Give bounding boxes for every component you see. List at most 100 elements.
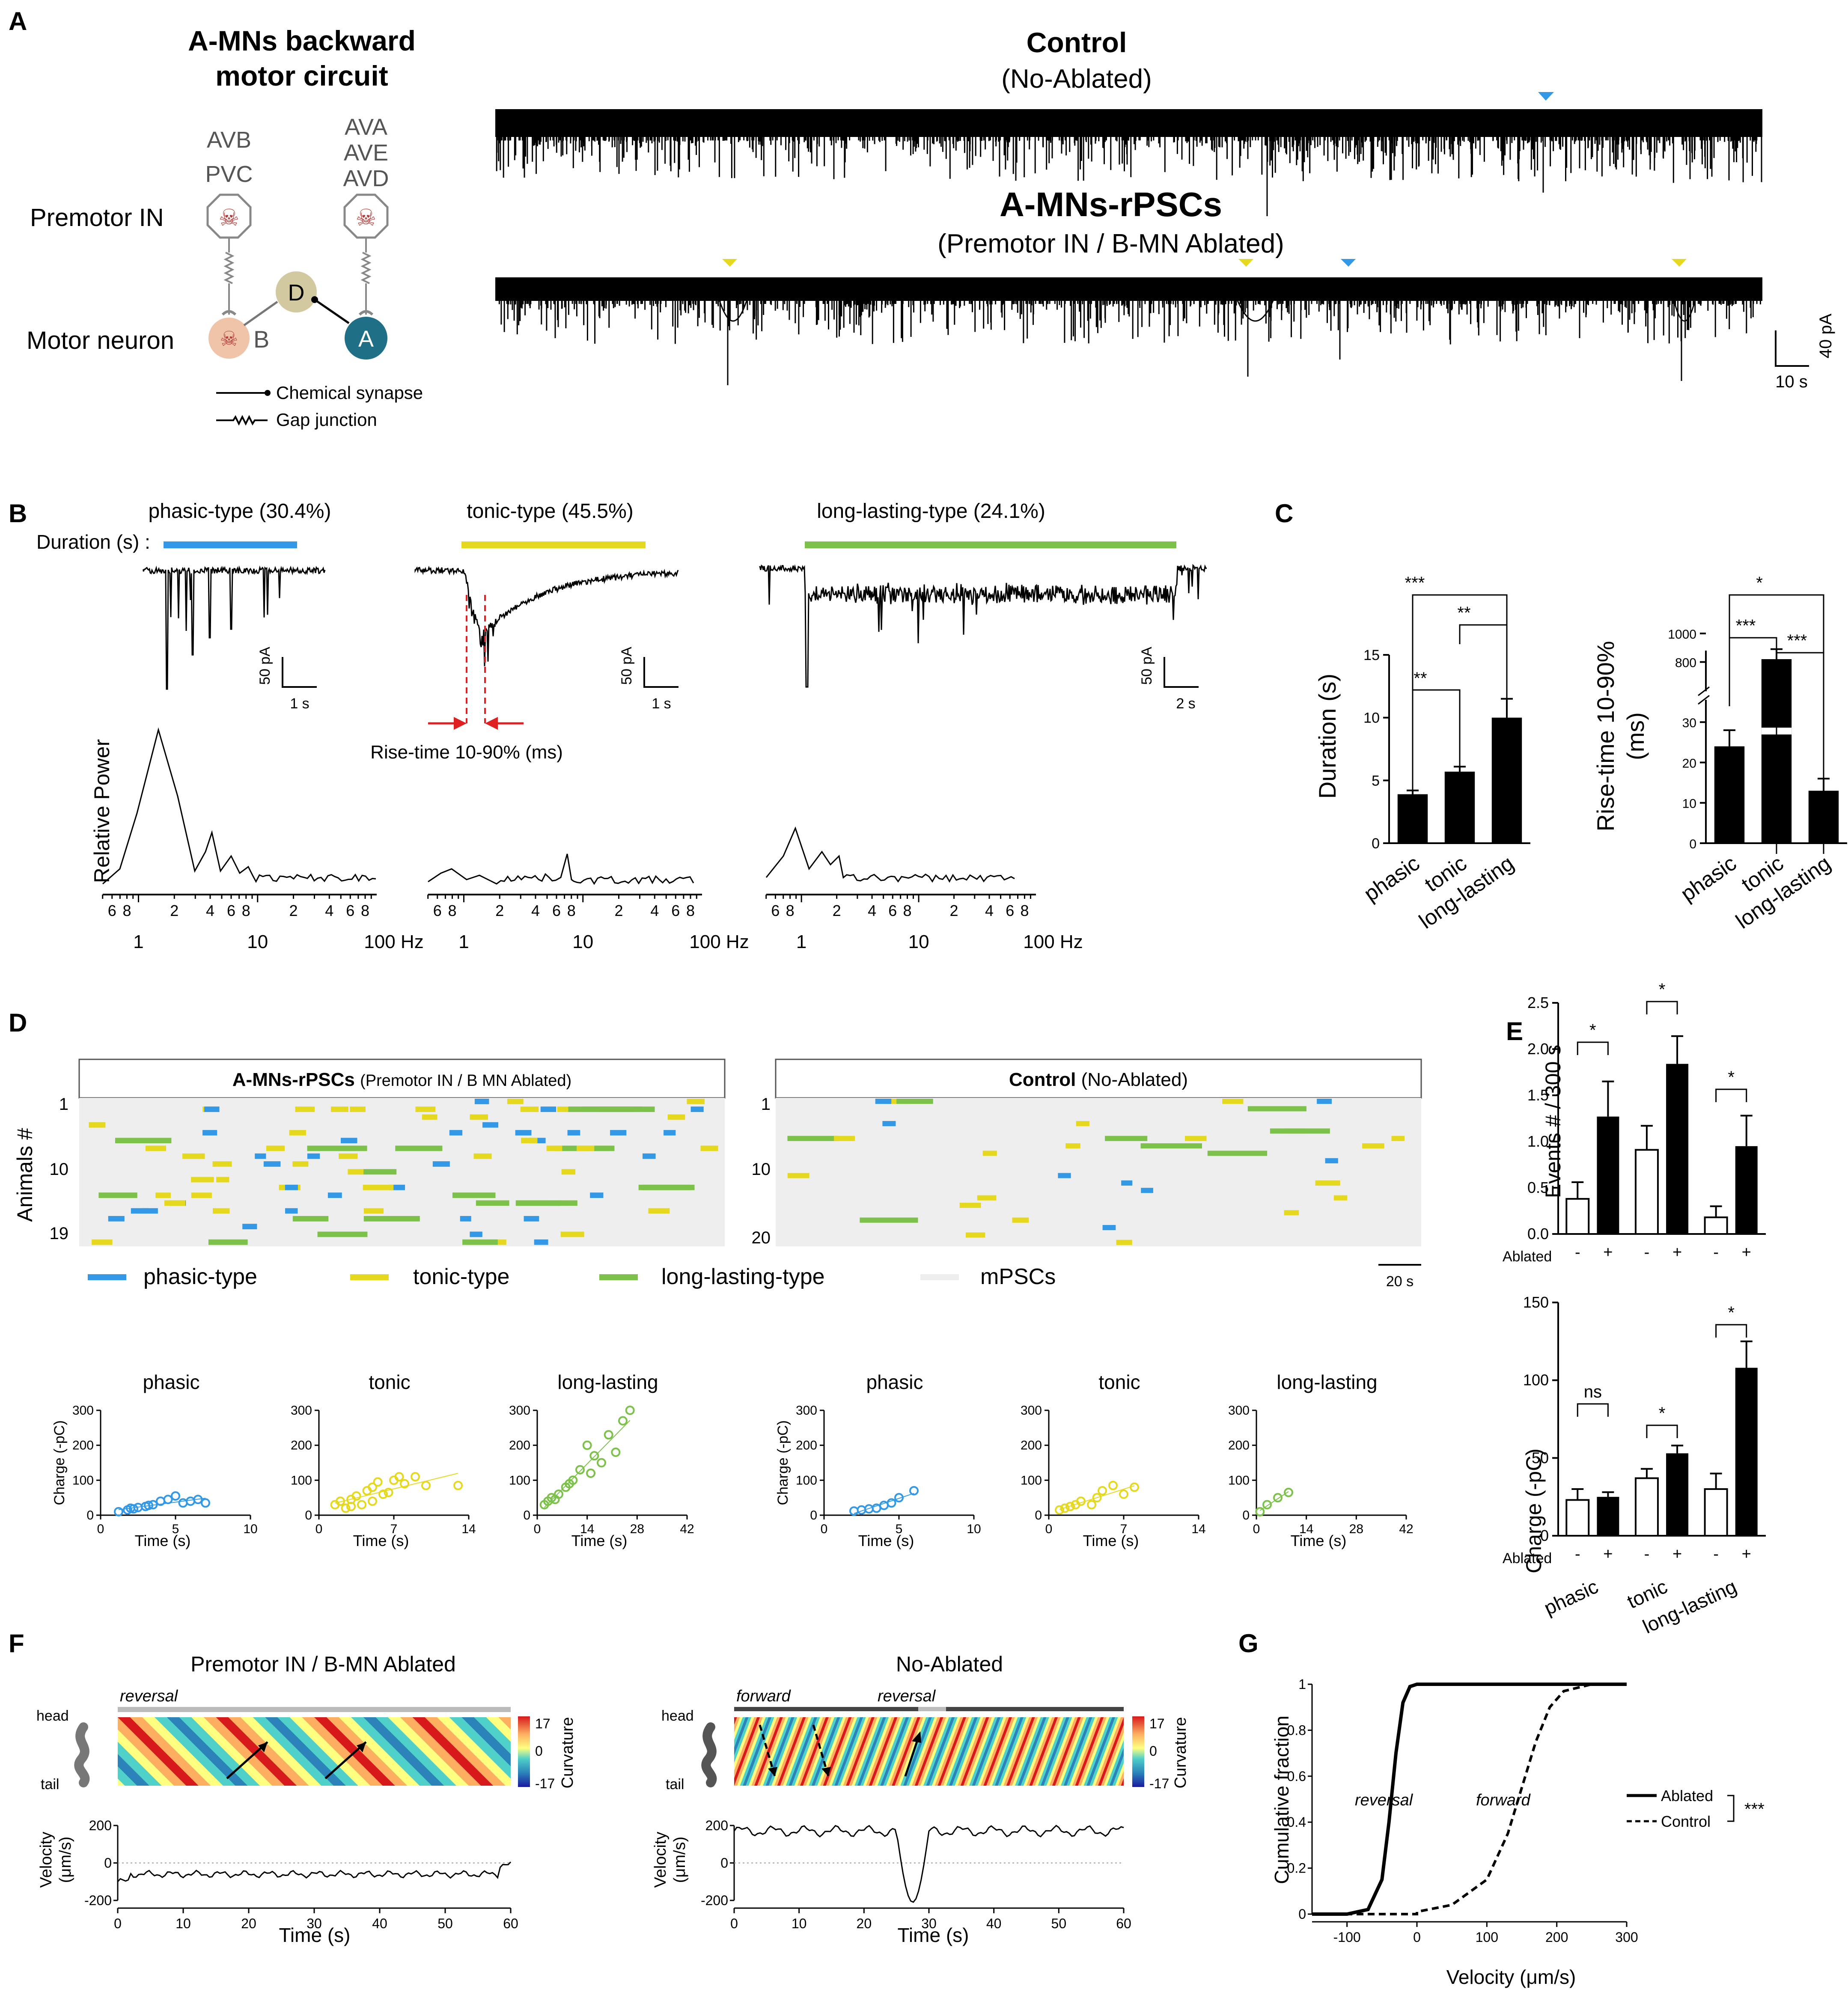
y-tick-label: 100 [1523, 1371, 1549, 1389]
y-tick-label: 5 [1372, 773, 1380, 789]
kymograph-stripe [1107, 1740, 1124, 1786]
control-trace-baseline [495, 109, 1762, 137]
raster-event [959, 1202, 981, 1208]
x-tick-label: 0 [730, 1916, 738, 1931]
head-label: head [661, 1708, 694, 1724]
y-tick-label: 100 [796, 1473, 817, 1487]
panel-f: F Premotor IN / B-MN Ablated No-Ablated … [9, 1629, 1190, 1946]
y-tick-label: 0.4 [1287, 1814, 1306, 1830]
raster-event [242, 1224, 257, 1229]
kymograph-stripe [777, 1717, 806, 1786]
kymograph-stripe [903, 1717, 932, 1786]
kymograph-stripe [937, 1717, 967, 1786]
kymograph-stripe [745, 1717, 775, 1786]
kymograph-stripe [1035, 1717, 1064, 1786]
raster-event [208, 1239, 248, 1245]
kymograph-stripe [437, 1717, 511, 1786]
tail-label: tail [666, 1776, 684, 1793]
x-tick-label: 50 [437, 1916, 453, 1931]
scale-amp: 40 pA [1816, 313, 1835, 358]
kymograph-stripe [843, 1717, 872, 1786]
kymograph-stripe [663, 1717, 692, 1786]
head-label: head [36, 1708, 69, 1724]
y-tick-label: 200 [72, 1439, 94, 1453]
legend-long-lasting: long-lasting-type [661, 1264, 825, 1289]
scatter-point [1098, 1486, 1107, 1495]
raster-event [295, 1106, 315, 1112]
scatter-xlabel: Time (s) [858, 1532, 914, 1549]
ablated-sign: + [1603, 1243, 1613, 1261]
y-tick-label: 0 [1242, 1508, 1250, 1522]
freq-tick-label: 2 [289, 902, 298, 919]
y-tick-label: 800 [1675, 656, 1696, 670]
raster-event [1222, 1099, 1244, 1104]
ablated-label: Ablated [1503, 1249, 1552, 1265]
y-tick-label: 200 [1021, 1439, 1042, 1453]
raster-event [363, 1208, 384, 1214]
freq-tick-label: 6 [346, 902, 354, 919]
kymograph-stripe [840, 1717, 869, 1786]
raster-event [1102, 1225, 1116, 1231]
freq-tick-label: 6 [108, 902, 116, 919]
kymograph-stripe [831, 1717, 861, 1786]
legend-gap: Gap junction [276, 410, 377, 430]
scatter-title: phasic [866, 1371, 923, 1393]
sig-label: ns [1584, 1383, 1602, 1401]
raster-event [255, 1153, 266, 1159]
kymograph-stripe [940, 1717, 970, 1786]
raster-event [1141, 1188, 1153, 1193]
sig-bracket [1715, 1324, 1747, 1338]
scale-amp: 50 pA [257, 647, 273, 685]
kymograph-stripe [1041, 1717, 1070, 1786]
kymograph-stripe [1046, 1717, 1076, 1786]
kymograph-stripe [1112, 1755, 1124, 1786]
neuron-avb: AVB [207, 127, 251, 153]
kymograph-stripe [786, 1717, 815, 1786]
kymograph-stripe [826, 1717, 855, 1786]
raster-event [339, 1153, 358, 1159]
kymograph-stripe [771, 1717, 801, 1786]
bar [1565, 1499, 1590, 1537]
duration-bar-tonic [461, 541, 646, 548]
y-tick-label: 0.5 [1527, 1179, 1549, 1196]
bar [1666, 1064, 1689, 1234]
y-tick-label: 0 [1540, 1527, 1549, 1544]
x-tick-label: 5 [172, 1522, 179, 1536]
kymograph-stripe [1080, 1717, 1110, 1786]
panel-e-letter: E [1506, 1017, 1523, 1046]
freq-tick-label: 2 [833, 902, 841, 919]
raster-event [452, 1192, 496, 1198]
bar [1597, 1497, 1619, 1536]
state-reversal: reversal [878, 1687, 936, 1705]
x-tick-label: 14 [1299, 1522, 1313, 1536]
raster-event [787, 1173, 809, 1178]
scatter-point [597, 1458, 606, 1468]
neuron-pvc: PVC [205, 161, 253, 187]
y-tick-label: 15 [1363, 647, 1380, 663]
scale-bar [643, 657, 678, 688]
scatter-point [550, 1495, 560, 1504]
panel-g: G Cumulative fraction Velocity (μm/s) 00… [1238, 1629, 1765, 1988]
raster-event [515, 1130, 532, 1136]
kymograph-stripe [228, 1717, 309, 1786]
kymograph-stripe [952, 1717, 981, 1786]
velocity-trace [733, 1825, 1124, 1903]
kymograph-stripe [1000, 1717, 1030, 1786]
kymograph-stripe [671, 1717, 700, 1786]
cdf-line-control [1312, 1683, 1627, 1915]
raster-event [599, 1106, 655, 1112]
raster-event [350, 1106, 366, 1112]
raster-event [363, 1216, 420, 1222]
raster-event [1284, 1210, 1299, 1216]
cdf-chart: 0 0.2 0.4 0.6 0.8 1 -100 0 100 200 300 [1287, 1677, 1638, 1945]
y-tick-label: 100 [291, 1473, 312, 1487]
y-tick-label: 0 [523, 1508, 530, 1522]
kymograph-stripe [1083, 1717, 1113, 1786]
kymograph-stripe [926, 1717, 955, 1786]
sig-label: *** [1787, 631, 1807, 650]
raster-event [560, 1231, 584, 1237]
kymograph-stripe [760, 1717, 789, 1786]
scale-bar [1164, 657, 1199, 688]
